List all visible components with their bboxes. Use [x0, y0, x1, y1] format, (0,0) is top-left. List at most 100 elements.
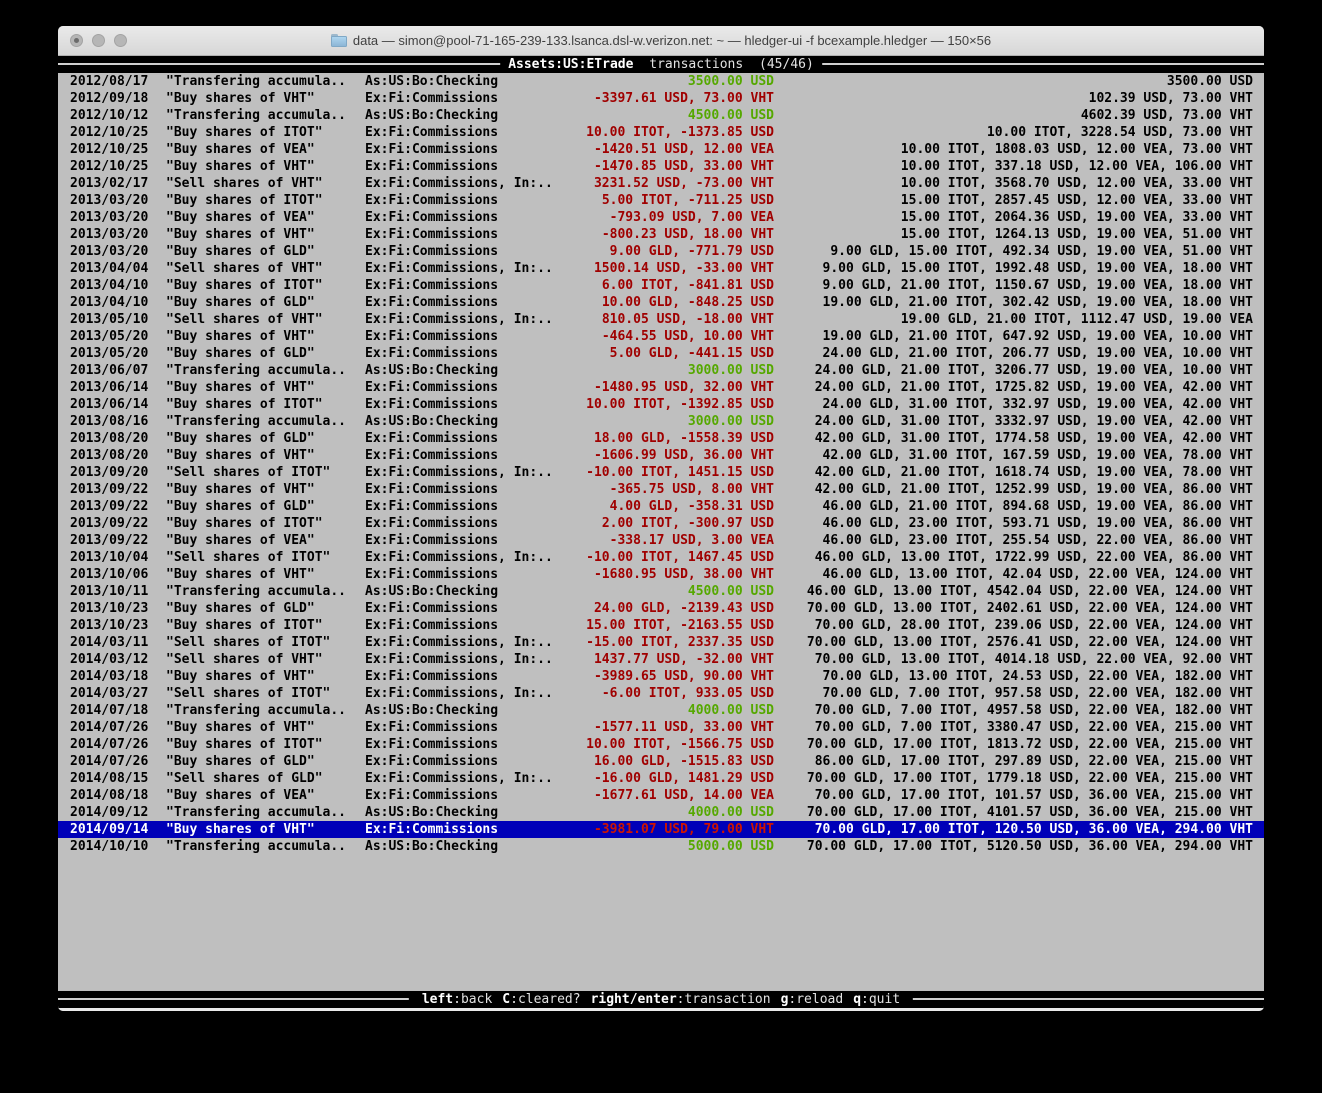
txn-description: "Sell shares of ITOT"	[166, 686, 331, 701]
txn-balance: 46.00 GLD, 21.00 ITOT, 894.68 USD, 19.00…	[822, 499, 1253, 514]
keybinding-hint: q:quit	[853, 992, 901, 1007]
transaction-row[interactable]: 2013/09/22 "Buy shares of ITOT" Ex:Fi:Co…	[58, 515, 1264, 532]
txn-change: 16.00 GLD, -1515.83 USD	[593, 754, 774, 769]
transaction-row[interactable]: 2013/09/22 "Buy shares of VEA" Ex:Fi:Com…	[58, 532, 1264, 549]
transaction-row[interactable]: 2014/07/26 "Buy shares of GLD" Ex:Fi:Com…	[58, 753, 1264, 770]
transaction-row[interactable]: 2013/10/23 "Buy shares of ITOT" Ex:Fi:Co…	[58, 617, 1264, 634]
txn-accounts: Ex:Fi:Commissions	[365, 244, 499, 259]
transaction-row[interactable]: 2013/09/22 "Buy shares of GLD" Ex:Fi:Com…	[58, 498, 1264, 515]
transaction-row[interactable]: 2014/08/18 "Buy shares of VEA" Ex:Fi:Com…	[58, 787, 1264, 804]
transaction-row[interactable]: 2014/08/15 "Sell shares of GLD" Ex:Fi:Co…	[58, 770, 1264, 787]
close-button[interactable]	[70, 34, 83, 47]
window-titlebar[interactable]: data — simon@pool-71-165-239-133.lsanca.…	[58, 26, 1264, 56]
transaction-row[interactable]: 2012/10/25 "Buy shares of ITOT" Ex:Fi:Co…	[58, 124, 1264, 141]
minimize-button[interactable]	[92, 34, 105, 47]
transaction-row[interactable]: 2013/08/20 "Buy shares of GLD" Ex:Fi:Com…	[58, 430, 1264, 447]
txn-accounts: Ex:Fi:Commissions	[365, 533, 499, 548]
txn-balance: 70.00 GLD, 28.00 ITOT, 239.06 USD, 22.00…	[814, 618, 1253, 633]
transaction-row[interactable]: 2014/07/26 "Buy shares of VHT" Ex:Fi:Com…	[58, 719, 1264, 736]
transaction-row[interactable]: 2012/10/12 "Transfering accumula.. As:US…	[58, 107, 1264, 124]
txn-accounts: Ex:Fi:Commissions	[365, 601, 499, 616]
txn-description: "Buy shares of ITOT"	[166, 618, 323, 633]
transaction-row[interactable]: 2013/10/06 "Buy shares of VHT" Ex:Fi:Com…	[58, 566, 1264, 583]
transaction-row[interactable]: 2014/03/12 "Sell shares of VHT" Ex:Fi:Co…	[58, 651, 1264, 668]
transaction-row[interactable]: 2013/10/23 "Buy shares of GLD" Ex:Fi:Com…	[58, 600, 1264, 617]
transaction-row[interactable]: 2013/10/04 "Sell shares of ITOT" Ex:Fi:C…	[58, 549, 1264, 566]
txn-change: -3397.61 USD, 73.00 VHT	[593, 91, 774, 106]
txn-date: 2014/07/26	[70, 720, 149, 735]
txn-date: 2012/10/25	[70, 159, 149, 174]
transaction-row[interactable]: 2013/06/14 "Buy shares of VHT" Ex:Fi:Com…	[58, 379, 1264, 396]
transaction-row[interactable]: 2013/03/20 "Buy shares of VEA" Ex:Fi:Com…	[58, 209, 1264, 226]
transaction-row[interactable]: 2013/06/14 "Buy shares of ITOT" Ex:Fi:Co…	[58, 396, 1264, 413]
txn-description: "Buy shares of VHT"	[166, 448, 315, 463]
transaction-row[interactable]: 2014/03/11 "Sell shares of ITOT" Ex:Fi:C…	[58, 634, 1264, 651]
txn-description: "Buy shares of ITOT"	[166, 397, 323, 412]
transaction-row[interactable]: 2012/10/25 "Buy shares of VEA" Ex:Fi:Com…	[58, 141, 1264, 158]
transaction-row[interactable]: 2013/08/16 "Transfering accumula.. As:US…	[58, 413, 1264, 430]
txn-date: 2013/06/14	[70, 397, 149, 412]
txn-change: 10.00 ITOT, -1392.85 USD	[586, 397, 774, 412]
transaction-row[interactable]: 2013/04/10 "Buy shares of ITOT" Ex:Fi:Co…	[58, 277, 1264, 294]
txn-date: 2014/03/12	[70, 652, 149, 667]
txn-change: -1420.51 USD, 12.00 VEA	[593, 142, 774, 157]
transaction-row[interactable]: 2014/09/14 "Buy shares of VHT" Ex:Fi:Com…	[58, 821, 1264, 838]
txn-description: "Sell shares of ITOT"	[166, 635, 331, 650]
txn-balance: 70.00 GLD, 7.00 ITOT, 957.58 USD, 22.00 …	[822, 686, 1253, 701]
register-header-label: Assets:US:ETrade transactions (45/46)	[500, 56, 822, 73]
txn-description: "Sell shares of VHT"	[166, 312, 323, 327]
txn-accounts: Ex:Fi:Commissions	[365, 720, 499, 735]
transaction-row[interactable]: 2014/07/26 "Buy shares of ITOT" Ex:Fi:Co…	[58, 736, 1264, 753]
transaction-row[interactable]: 2013/08/20 "Buy shares of VHT" Ex:Fi:Com…	[58, 447, 1264, 464]
folder-icon	[330, 34, 347, 47]
txn-balance: 70.00 GLD, 13.00 ITOT, 2402.61 USD, 22.0…	[806, 601, 1253, 616]
txn-date: 2013/04/04	[70, 261, 149, 276]
transaction-row[interactable]: 2012/08/17 "Transfering accumula.. As:US…	[58, 73, 1264, 90]
transaction-row[interactable]: 2013/09/22 "Buy shares of VHT" Ex:Fi:Com…	[58, 481, 1264, 498]
transaction-row[interactable]: 2013/05/20 "Buy shares of GLD" Ex:Fi:Com…	[58, 345, 1264, 362]
txn-accounts: Ex:Fi:Commissions, In:..	[365, 261, 553, 276]
txn-description: "Buy shares of GLD"	[166, 431, 315, 446]
txn-accounts: As:US:Bo:Checking	[365, 584, 499, 599]
txn-description: "Sell shares of VHT"	[166, 652, 323, 667]
transaction-row[interactable]: 2012/10/25 "Buy shares of VHT" Ex:Fi:Com…	[58, 158, 1264, 175]
txn-description: "Buy shares of GLD"	[166, 244, 315, 259]
txn-description: "Buy shares of VEA"	[166, 210, 315, 225]
transaction-row[interactable]: 2013/05/10 "Sell shares of VHT" Ex:Fi:Co…	[58, 311, 1264, 328]
keybinding-bar: left:back C:cleared? right/enter:transacti…	[58, 991, 1264, 1008]
transaction-row[interactable]: 2013/10/11 "Transfering accumula.. As:US…	[58, 583, 1264, 600]
keybinding-hints: left:back C:cleared? right/enter:transacti…	[408, 991, 914, 1008]
transaction-row[interactable]: 2013/04/04 "Sell shares of VHT" Ex:Fi:Co…	[58, 260, 1264, 277]
txn-accounts: Ex:Fi:Commissions	[365, 737, 499, 752]
txn-accounts: Ex:Fi:Commissions	[365, 482, 499, 497]
txn-description: "Buy shares of ITOT"	[166, 737, 323, 752]
transaction-row[interactable]: 2013/06/07 "Transfering accumula.. As:US…	[58, 362, 1264, 379]
transaction-row[interactable]: 2014/07/18 "Transfering accumula.. As:US…	[58, 702, 1264, 719]
transaction-row[interactable]: 2013/04/10 "Buy shares of GLD" Ex:Fi:Com…	[58, 294, 1264, 311]
transaction-row[interactable]: 2014/03/18 "Buy shares of VHT" Ex:Fi:Com…	[58, 668, 1264, 685]
transaction-row[interactable]: 2013/03/20 "Buy shares of GLD" Ex:Fi:Com…	[58, 243, 1264, 260]
txn-balance: 70.00 GLD, 13.00 ITOT, 2576.41 USD, 22.0…	[806, 635, 1253, 650]
txn-balance: 102.39 USD, 73.00 VHT	[1088, 91, 1253, 106]
transaction-row[interactable]: 2013/09/20 "Sell shares of ITOT" Ex:Fi:C…	[58, 464, 1264, 481]
transaction-row[interactable]: 2013/05/20 "Buy shares of VHT" Ex:Fi:Com…	[58, 328, 1264, 345]
transaction-row[interactable]: 2013/03/20 "Buy shares of VHT" Ex:Fi:Com…	[58, 226, 1264, 243]
transaction-row[interactable]: 2013/02/17 "Sell shares of VHT" Ex:Fi:Co…	[58, 175, 1264, 192]
txn-change: -10.00 ITOT, 1451.15 USD	[586, 465, 774, 480]
transaction-row[interactable]: 2014/10/10 "Transfering accumula.. As:US…	[58, 838, 1264, 855]
txn-balance: 24.00 GLD, 31.00 ITOT, 332.97 USD, 19.00…	[822, 397, 1253, 412]
register-mode: transactions	[649, 57, 744, 72]
txn-change: 6.00 ITOT, -841.81 USD	[601, 278, 774, 293]
transaction-row[interactable]: 2013/03/20 "Buy shares of ITOT" Ex:Fi:Co…	[58, 192, 1264, 209]
transaction-row[interactable]: 2012/09/18 "Buy shares of VHT" Ex:Fi:Com…	[58, 90, 1264, 107]
transaction-list: 2012/08/17 "Transfering accumula.. As:US…	[58, 73, 1264, 855]
txn-accounts: As:US:Bo:Checking	[365, 805, 499, 820]
zoom-button[interactable]	[114, 34, 127, 47]
txn-accounts: Ex:Fi:Commissions	[365, 499, 499, 514]
txn-date: 2013/09/22	[70, 533, 149, 548]
txn-date: 2013/08/16	[70, 414, 149, 429]
transaction-row[interactable]: 2014/03/27 "Sell shares of ITOT" Ex:Fi:C…	[58, 685, 1264, 702]
txn-change: 4.00 GLD, -358.31 USD	[609, 499, 774, 514]
transaction-row[interactable]: 2014/09/12 "Transfering accumula.. As:US…	[58, 804, 1264, 821]
keybinding-key: g	[780, 992, 789, 1007]
